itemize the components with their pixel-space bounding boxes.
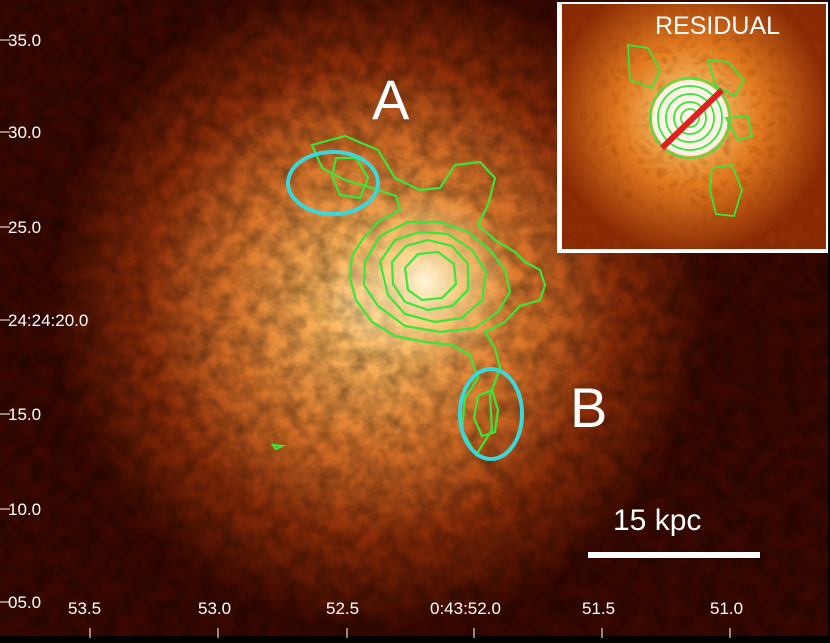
dec-tick-label: 30.0 — [8, 123, 42, 142]
ra-tick-label: 0:43:52.0 — [430, 599, 501, 618]
contour-3 — [378, 230, 488, 324]
contours — [270, 134, 547, 458]
ra-tick-label: 53.0 — [198, 599, 232, 618]
slit-line — [659, 87, 725, 151]
region-b-ellipse — [458, 367, 524, 461]
contour-4 — [390, 238, 470, 312]
scale-bar-label: 15 kpc — [613, 504, 702, 537]
ra-tick-label: 51.0 — [710, 599, 744, 618]
region-a-label: A — [372, 68, 410, 131]
contour-speck — [270, 443, 286, 451]
dec-tick-label: 05.0 — [8, 593, 42, 612]
contour-5 — [403, 250, 458, 302]
contour-2 — [362, 220, 512, 334]
dec-tick-label: 35.0 — [8, 31, 42, 50]
region-a-ellipse — [286, 150, 380, 216]
dec-tick-label: 24:24:20.0 — [8, 311, 89, 330]
contour-b-inner — [472, 388, 500, 438]
inset-contours — [627, 43, 754, 217]
inset-panel — [557, 2, 828, 253]
dec-tick-label: 25.0 — [8, 218, 42, 237]
dec-tick-label: 15.0 — [8, 405, 42, 424]
residual-label: RESIDUAL — [655, 12, 781, 40]
region-b-label: B — [570, 376, 608, 439]
ra-tick-label: 53.5 — [68, 599, 102, 618]
ra-tick-label: 51.5 — [582, 599, 616, 618]
contour-1 — [310, 134, 547, 458]
dec-tick-label: 10.0 — [8, 500, 42, 519]
ra-tick-label: 52.5 — [326, 599, 360, 618]
axis-ticks — [0, 39, 731, 638]
